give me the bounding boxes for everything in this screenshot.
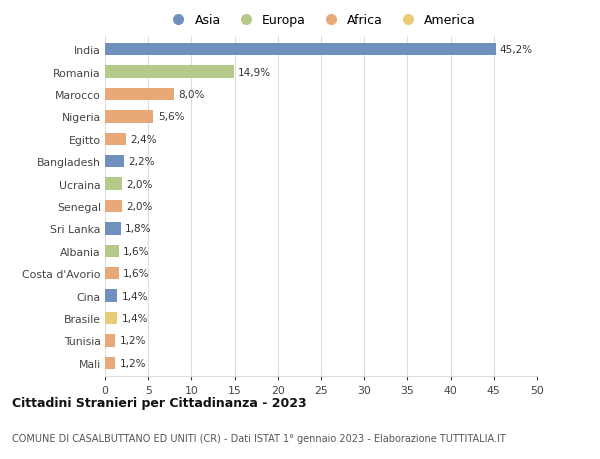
Bar xyxy=(105,335,115,347)
Text: 8,0%: 8,0% xyxy=(178,90,205,100)
Bar xyxy=(105,67,234,78)
Bar xyxy=(105,201,122,213)
Bar xyxy=(105,134,126,146)
Text: 2,0%: 2,0% xyxy=(127,202,153,212)
Text: Cittadini Stranieri per Cittadinanza - 2023: Cittadini Stranieri per Cittadinanza - 2… xyxy=(12,396,307,409)
Bar xyxy=(105,44,496,56)
Bar xyxy=(105,156,124,168)
Text: 1,6%: 1,6% xyxy=(123,269,149,279)
Text: 14,9%: 14,9% xyxy=(238,67,271,78)
Text: 2,4%: 2,4% xyxy=(130,134,157,145)
Bar xyxy=(105,223,121,235)
Text: 1,6%: 1,6% xyxy=(123,246,149,256)
Text: 1,8%: 1,8% xyxy=(125,224,151,234)
Text: 1,2%: 1,2% xyxy=(119,336,146,346)
Text: 2,0%: 2,0% xyxy=(127,179,153,189)
Bar xyxy=(105,268,119,280)
Bar xyxy=(105,357,115,369)
Text: 1,4%: 1,4% xyxy=(121,313,148,323)
Bar xyxy=(105,312,117,325)
Bar xyxy=(105,111,154,123)
Text: 5,6%: 5,6% xyxy=(158,112,184,122)
Text: 1,2%: 1,2% xyxy=(119,358,146,368)
Legend: Asia, Europa, Africa, America: Asia, Europa, Africa, America xyxy=(166,14,476,27)
Bar xyxy=(105,178,122,190)
Text: 2,2%: 2,2% xyxy=(128,157,155,167)
Bar xyxy=(105,89,174,101)
Bar xyxy=(105,290,117,302)
Text: 45,2%: 45,2% xyxy=(500,45,533,55)
Bar xyxy=(105,245,119,257)
Text: 1,4%: 1,4% xyxy=(121,291,148,301)
Text: COMUNE DI CASALBUTTANO ED UNITI (CR) - Dati ISTAT 1° gennaio 2023 - Elaborazione: COMUNE DI CASALBUTTANO ED UNITI (CR) - D… xyxy=(12,433,506,442)
